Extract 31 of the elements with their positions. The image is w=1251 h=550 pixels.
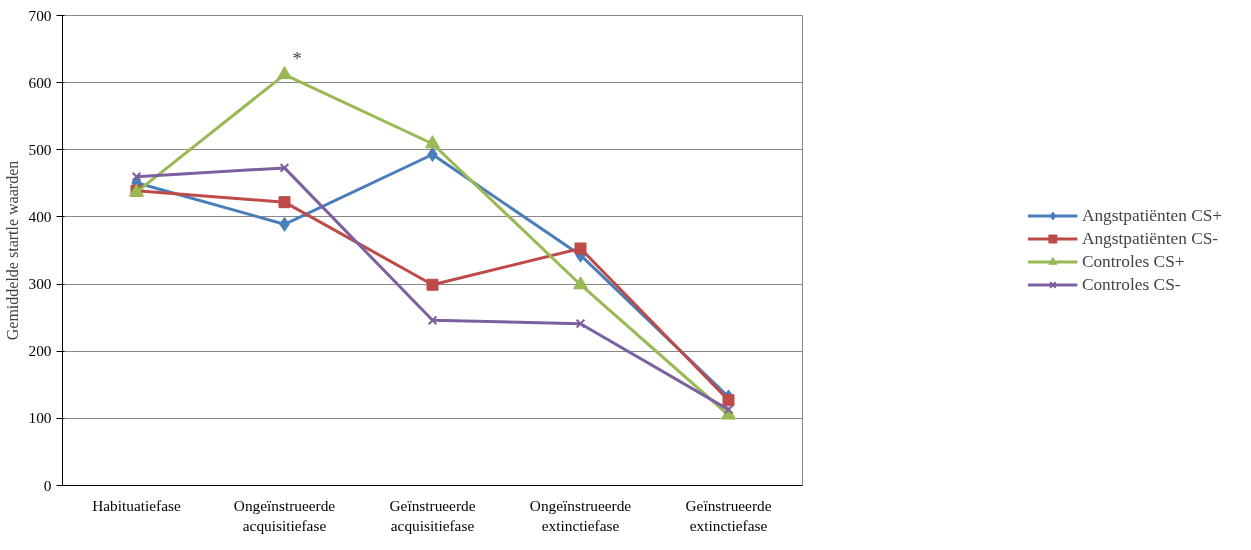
y-tick-label: 100 (28, 409, 52, 427)
x-tick-label: Geïnstrueerde acquisitiefase (389, 496, 476, 534)
y-tick-label: 700 (28, 6, 52, 24)
point (575, 318, 586, 329)
y-tick-label: 200 (28, 342, 52, 360)
legend-label: Controles CS- (1081, 274, 1181, 295)
annotation: * (292, 47, 302, 69)
point (722, 394, 735, 407)
point (427, 315, 438, 326)
point (277, 66, 292, 80)
x-tick-label: Ongeïnstrueerde acquisitiefase (233, 496, 336, 534)
point (573, 276, 588, 290)
legend-label: Angstpatiënten CS- (1081, 228, 1219, 249)
y-tick-label: 400 (28, 207, 52, 225)
y-tick-label: 0 (43, 476, 52, 494)
point (723, 404, 734, 415)
point (278, 196, 291, 209)
legend-label: Controles CS+ (1081, 251, 1185, 272)
y-tick-label: 600 (28, 73, 52, 91)
point (131, 171, 142, 182)
point (425, 135, 440, 149)
point (426, 278, 439, 291)
y-tick-label: 300 (28, 275, 52, 293)
x-tick-label: Ongeïnstrueerde extinctiefase (529, 496, 632, 534)
y-axis-title: Gemiddelde startle waarden (3, 160, 21, 341)
point (279, 163, 290, 173)
point (574, 242, 587, 255)
x-tick-label: Geïnstrueerde extinctiefase (685, 496, 772, 534)
x-tick-label: Habituatiefase (92, 496, 181, 514)
legend-label: Angstpatiënten CS+ (1081, 205, 1223, 226)
y-tick-label: 500 (28, 140, 52, 158)
